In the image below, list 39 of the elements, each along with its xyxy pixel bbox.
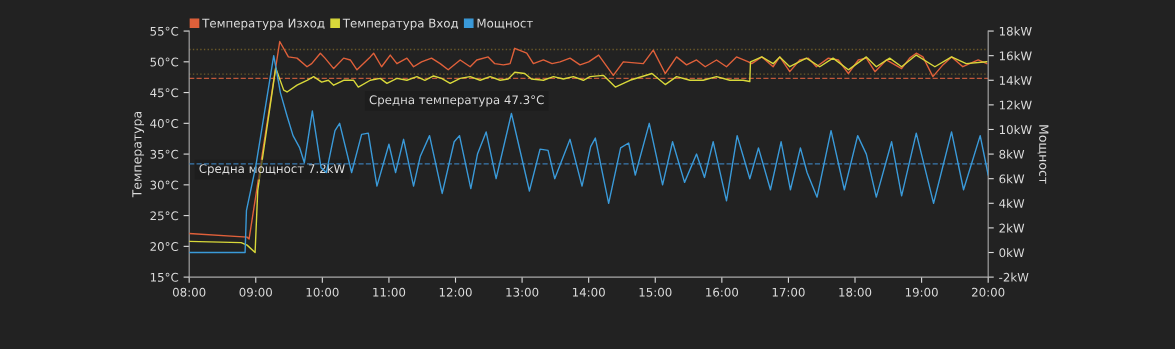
x-tick-label: 20:00 <box>972 287 1005 297</box>
x-tick-label: 19:00 <box>905 287 938 297</box>
x-tick-label: 15:00 <box>639 287 672 297</box>
y2-tick-label: 0kW <box>999 248 1025 258</box>
y2-tick-label: 6kW <box>999 174 1025 184</box>
y-tick-label: 50°C <box>150 57 179 67</box>
y-tick-label: 30°C <box>150 180 179 190</box>
y-tick-label: 40°C <box>150 119 179 128</box>
y2-tick-label: 14kW <box>999 75 1032 85</box>
y-tick-label: 20°C <box>150 242 179 251</box>
ref-line-label: Средна температура 47.3°C <box>369 95 544 107</box>
x-tick-label: 11:00 <box>373 287 406 297</box>
x-tick-label: 09:00 <box>239 287 272 297</box>
y2-tick-label: -2kW <box>999 272 1029 282</box>
x-tick-label: 13:00 <box>506 287 539 297</box>
y2-tick-label: 4kW <box>999 198 1025 208</box>
legend-label: Температура Изход <box>202 18 325 30</box>
x-tick-label: 12:00 <box>439 287 472 297</box>
y2-tick-label: 10kW <box>999 124 1032 135</box>
x-tick-label: 14:00 <box>572 287 605 297</box>
x-tick-label: 16:00 <box>706 287 739 297</box>
y2-tick-label: 2kW <box>999 223 1025 233</box>
y2-tick-label: 18kW <box>999 26 1032 36</box>
x-tick-label: 18:00 <box>839 287 872 297</box>
y-tick-label: 55°C <box>150 26 179 36</box>
y-tick-label: 35°C <box>150 149 179 159</box>
y2-tick-label: 16kW <box>999 51 1032 61</box>
y-tick-label: 45°C <box>150 88 179 98</box>
y-axis-title: Температура <box>132 111 145 198</box>
y-tick-label: 15°C <box>150 272 179 282</box>
x-tick-label: 10:00 <box>306 287 339 297</box>
y2-tick-label: 12kW <box>999 100 1032 110</box>
legend-label: Температура Вход <box>342 18 459 30</box>
y2-tick-label: 8kW <box>999 149 1025 159</box>
x-tick-label: 17:00 <box>772 287 805 297</box>
y2-axis-title: Мощност <box>1037 125 1049 184</box>
legend-label: Мощност <box>477 18 533 30</box>
y-tick-label: 25°C <box>150 211 179 221</box>
x-tick-label: 08:00 <box>172 287 206 297</box>
